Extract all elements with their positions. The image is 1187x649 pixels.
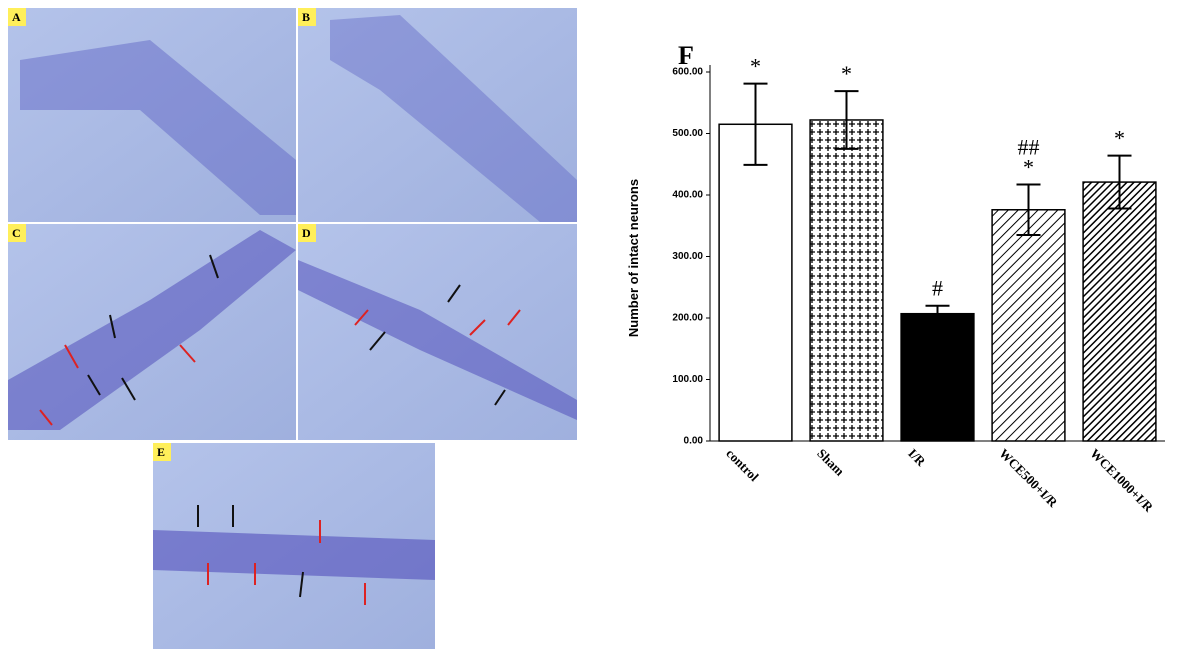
label-box <box>8 8 26 26</box>
bar <box>809 119 884 442</box>
bar <box>1082 181 1157 442</box>
label-box <box>8 224 26 242</box>
error-bar <box>1107 154 1132 210</box>
label-box <box>298 224 316 242</box>
micrograph <box>298 8 577 222</box>
cell-layer <box>153 530 435 580</box>
error-bar <box>834 90 859 150</box>
cell-layer <box>330 15 577 222</box>
error-bar <box>743 82 768 166</box>
y-tick-label: 400.00 <box>672 190 703 201</box>
x-tick-label: WCE500+I/R <box>996 446 1061 511</box>
bar <box>718 123 793 442</box>
panel-label: D <box>302 226 311 240</box>
panel-label: F <box>678 41 694 70</box>
significance-label: * <box>750 54 761 79</box>
micrograph <box>8 8 296 222</box>
y-tick-label: 100.00 <box>672 374 703 385</box>
y-tick-label: 600.00 <box>672 67 703 78</box>
x-tick-label: Sham <box>814 446 847 479</box>
y-tick-label: 200.00 <box>672 313 703 324</box>
x-tick-label: I/R <box>905 446 929 470</box>
y-tick-label: 500.00 <box>672 128 703 139</box>
x-tick-label: WCE1000+I/R <box>1087 446 1156 515</box>
significance-label: # <box>932 276 943 301</box>
significance-label: ## <box>1018 135 1040 160</box>
cell-layer <box>8 230 296 430</box>
significance-label: * <box>1114 126 1125 151</box>
error-bar <box>925 304 950 323</box>
significance-label: * <box>841 61 852 86</box>
label-box <box>153 443 171 461</box>
micrographs <box>8 8 577 649</box>
cell-layer <box>20 40 296 215</box>
x-tick-label: control <box>723 446 762 485</box>
panel-label: C <box>12 226 21 240</box>
error-bar <box>1016 183 1041 236</box>
arrows <box>39 309 521 605</box>
y-tick-label: 0.00 <box>684 436 704 447</box>
y-tick-label: 300.00 <box>672 251 703 262</box>
arrows <box>87 254 506 598</box>
panel-label: A <box>12 10 21 24</box>
label-box <box>298 8 316 26</box>
significance-label: * <box>1023 155 1034 180</box>
y-axis-label: Number of intact neurons <box>626 179 641 337</box>
panel-label: E <box>157 445 165 459</box>
cell-layer <box>298 260 577 420</box>
panel-label: B <box>302 10 310 24</box>
bar <box>900 312 975 442</box>
bar <box>991 209 1066 442</box>
